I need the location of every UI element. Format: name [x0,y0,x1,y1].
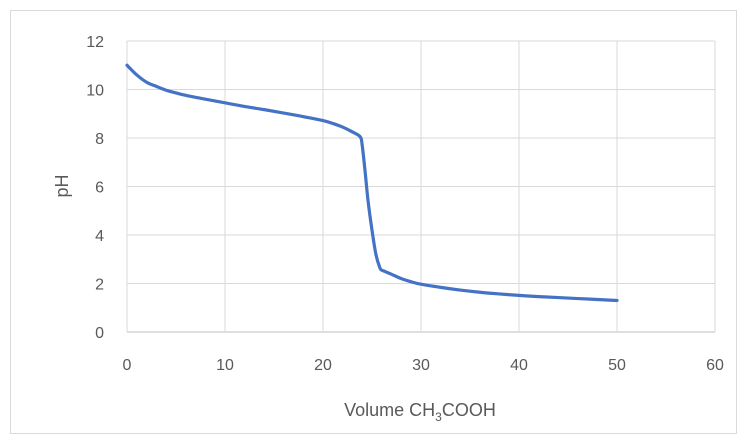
y-tick-label-10: 10 [86,83,104,100]
x-axis-title-subscript: 3 [435,410,442,424]
x-tick-label-10: 10 [216,357,234,374]
x-tick-labels: 0 10 20 30 40 50 60 [123,357,724,374]
y-tick-label-6: 6 [95,180,104,197]
y-tick-label-4: 4 [95,228,104,245]
y-axis-title: pH [52,174,72,197]
y-tick-label-8: 8 [95,131,104,148]
x-tick-label-60: 60 [706,357,724,374]
x-tick-label-0: 0 [123,357,132,374]
x-axis-title-suffix: COOH [442,400,496,420]
series-line-0 [125,63,619,303]
x-tick-label-40: 40 [510,357,528,374]
y-tick-label-2: 2 [95,277,104,294]
x-axis-title: Volume CH3COOH [344,400,496,424]
gridlines [126,40,716,333]
chart-area [10,10,737,434]
x-tick-label-50: 50 [608,357,626,374]
x-tick-label-30: 30 [412,357,430,374]
y-tick-label-0: 0 [95,325,104,342]
x-axis-title-prefix: Volume CH [344,400,435,420]
y-tick-label-12: 12 [86,34,104,51]
x-tick-label-20: 20 [314,357,332,374]
y-tick-labels: 0 2 4 6 8 10 12 [86,34,104,342]
series-layer [125,63,619,303]
